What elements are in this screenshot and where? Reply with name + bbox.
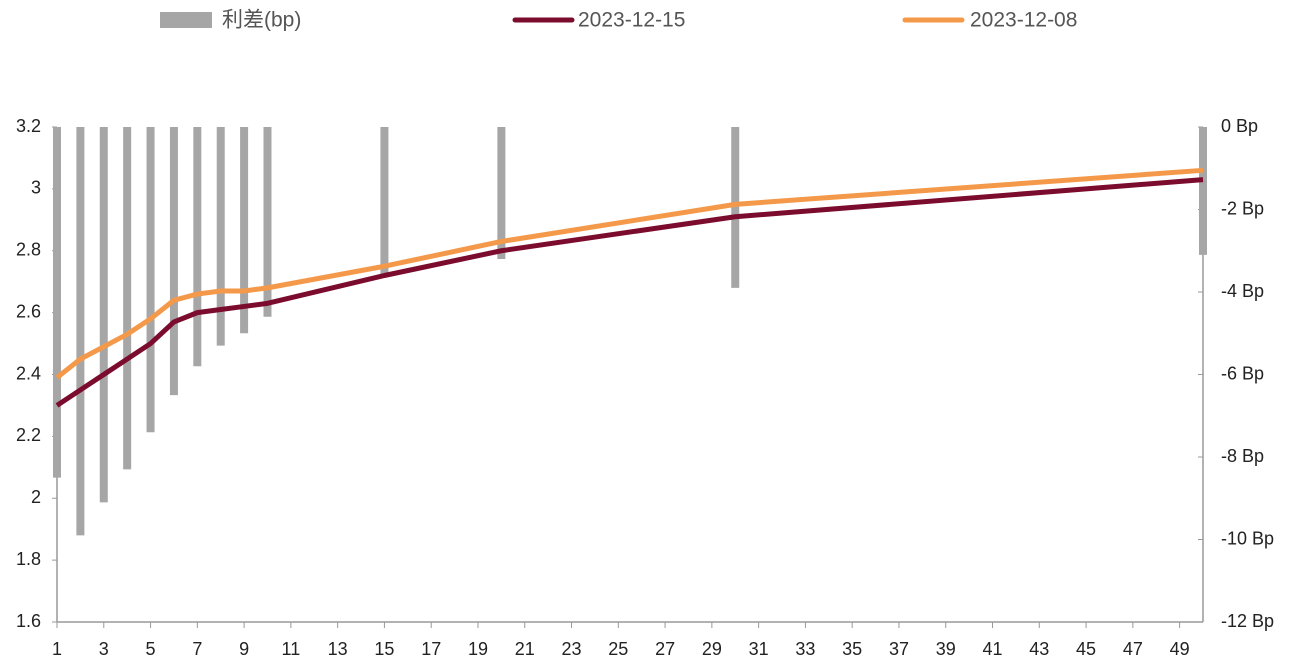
x-tick-label: 23	[562, 639, 582, 659]
y-tick-label: 2.2	[16, 425, 41, 445]
x-tick-label: 25	[608, 639, 628, 659]
x-tick-label: 13	[328, 639, 348, 659]
y2-tick-label: -10 Bp	[1221, 528, 1274, 548]
x-tick-label: 27	[655, 639, 675, 659]
line	[55, 167, 1204, 380]
y2-tick-label: -6 Bp	[1221, 363, 1264, 383]
y2-tick-label: -8 Bp	[1221, 446, 1264, 466]
y-tick-label: 3.2	[16, 116, 41, 136]
x-tick-label: 5	[146, 639, 156, 659]
bar	[380, 127, 389, 276]
y2-tick-label: -4 Bp	[1221, 281, 1264, 301]
x-tick-label: 7	[192, 639, 202, 659]
x-tick-label: 29	[702, 639, 722, 659]
x-tick-label: 33	[795, 639, 815, 659]
x-tick-label: 37	[889, 639, 909, 659]
y-tick-label: 2.8	[16, 240, 41, 260]
x-tick-label: 17	[421, 639, 441, 659]
y2-tick-label: 0 Bp	[1221, 116, 1258, 136]
x-tick-label: 15	[374, 639, 394, 659]
bar	[99, 127, 108, 503]
bar	[123, 127, 132, 470]
bar	[53, 127, 61, 478]
y-tick-label: 3	[31, 178, 41, 198]
x-tick-label: 1	[52, 639, 62, 659]
bar	[497, 127, 506, 259]
x-tick-label: 39	[936, 639, 956, 659]
line	[55, 177, 1204, 408]
y2-tick-label: -2 Bp	[1221, 198, 1264, 218]
x-tick-label: 43	[1029, 639, 1049, 659]
x-tick-label: 49	[1170, 639, 1190, 659]
x-tick-label: 45	[1076, 639, 1096, 659]
bar	[76, 127, 85, 536]
x-tick-label: 47	[1123, 639, 1143, 659]
x-tick-label: 11	[282, 639, 301, 659]
bar	[146, 127, 155, 433]
x-tick-label: 41	[982, 639, 1002, 659]
x-tick-label: 3	[99, 639, 109, 659]
bar	[263, 127, 272, 317]
bar	[216, 127, 225, 346]
x-tick-label: 21	[515, 639, 535, 659]
x-tick-label: 9	[239, 639, 249, 659]
x-tick-label: 35	[842, 639, 862, 659]
bar	[169, 127, 178, 396]
legend: 利差(bp) 2023-12-15 2023-12-08	[160, 9, 1077, 32]
x-tick-label: 31	[749, 639, 769, 659]
bar	[193, 127, 202, 367]
legend-label: 利差(bp)	[222, 9, 301, 32]
bar	[240, 127, 249, 334]
legend-swatch	[160, 12, 212, 28]
bar	[731, 127, 740, 288]
bar	[1199, 127, 1207, 255]
y-tick-label: 2	[31, 487, 41, 507]
y-tick-label: 1.8	[16, 549, 41, 569]
y-tick-label: 1.6	[16, 611, 41, 631]
legend-label: 2023-12-08	[970, 9, 1077, 32]
x-tick-label: 19	[468, 639, 488, 659]
y-tick-label: 2.4	[16, 363, 41, 383]
y2-tick-label: -12 Bp	[1221, 611, 1274, 631]
legend-label: 2023-12-15	[578, 9, 685, 32]
y-tick-label: 2.6	[16, 301, 41, 321]
